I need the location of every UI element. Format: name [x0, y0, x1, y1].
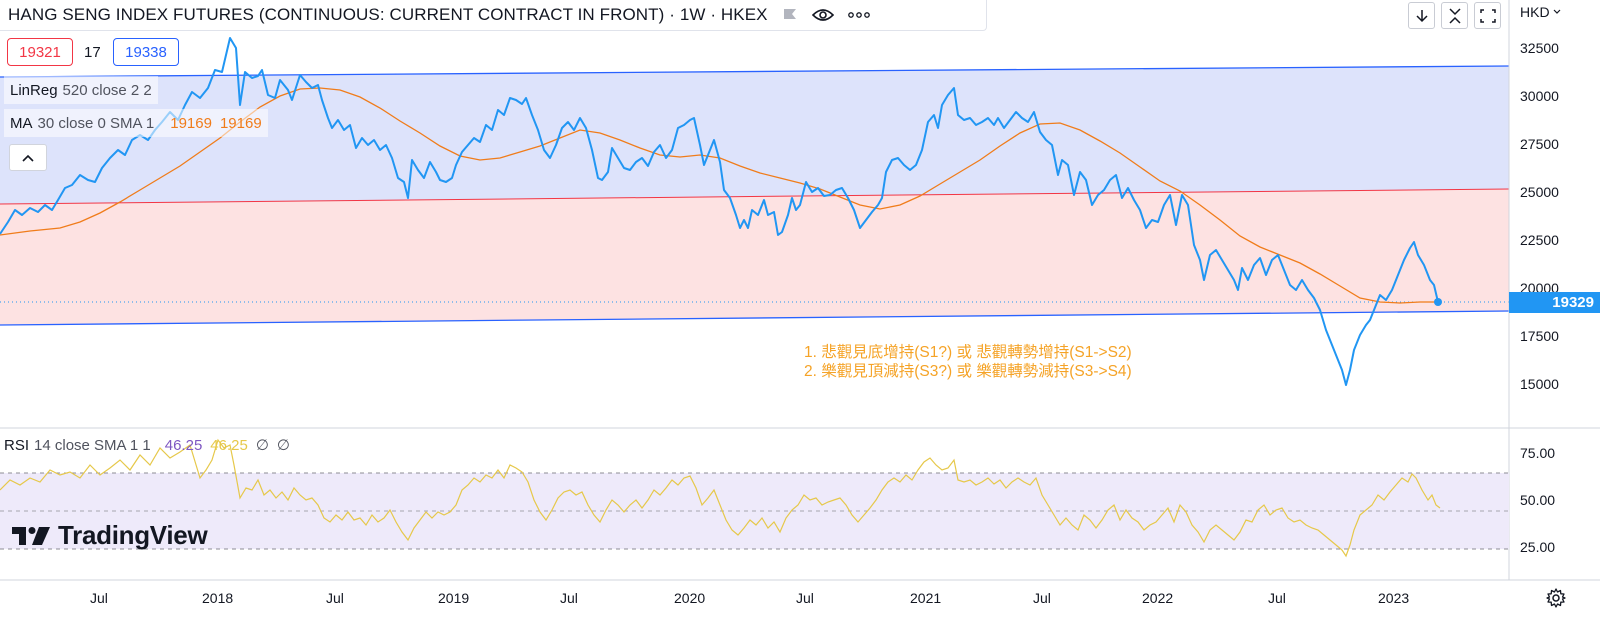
price-tick-label: 22500 — [1520, 232, 1559, 248]
time-tick-label: Jul — [796, 590, 814, 606]
symbol-title[interactable]: HANG SENG INDEX FUTURES (CONTINUOUS: CUR… — [8, 5, 768, 24]
rsi-value-1: 46.25 — [164, 436, 203, 454]
rsi-value-4: ∅ — [276, 437, 290, 454]
price-tick-label: 27500 — [1520, 136, 1559, 152]
time-tick-label: Jul — [326, 590, 344, 606]
rsi-tick-label: 75.00 — [1520, 445, 1556, 461]
chevron-up-icon — [22, 154, 34, 162]
ma-legend[interactable]: MA 30 close 0 SMA 1 19169 19169 — [4, 109, 268, 137]
collapse-legend-button[interactable] — [9, 144, 47, 171]
last-price-tag: 19329 — [1509, 292, 1600, 313]
tradingview-logo-icon — [12, 526, 50, 545]
time-tick-label: Jul — [1268, 590, 1286, 606]
time-tick-label: Jul — [560, 590, 578, 606]
price-line — [0, 37, 1439, 386]
rsi-tick-label: 50.00 — [1520, 492, 1556, 508]
time-tick-label: 2023 — [1378, 590, 1410, 606]
ma-name: MA — [10, 114, 33, 132]
time-tick-label: Jul — [1033, 590, 1051, 606]
currency-label: HKD — [1520, 4, 1550, 20]
annotation-line-1: 1. 悲觀見底增持(S1?) 或 悲觀轉勢增持(S1->S2) — [804, 344, 1132, 361]
download-icon[interactable] — [1408, 2, 1435, 29]
time-tick-label: 2019 — [438, 590, 470, 606]
ask-price-button[interactable]: 19338 — [113, 38, 179, 66]
annotation-line-2: 2. 樂觀見頂減持(S3?) 或 樂觀轉勢減持(S3->S4) — [804, 363, 1132, 380]
lower-channel-fill — [0, 189, 1509, 325]
rsi-tick-label: 25.00 — [1520, 539, 1556, 555]
time-tick-label: 2018 — [202, 590, 234, 606]
regression-mid-line — [0, 188, 1510, 205]
eye-icon[interactable] — [811, 7, 834, 23]
linreg-name: LinReg — [10, 81, 58, 99]
price-tick-label: 32500 — [1520, 40, 1559, 56]
time-tick-label: Jul — [90, 590, 108, 606]
gear-icon[interactable] — [1544, 586, 1568, 610]
tradingview-logo-text: TradingView — [58, 520, 208, 550]
ma-params: 30 close 0 SMA 1 — [37, 114, 155, 132]
linreg-params: 520 close 2 2 — [62, 81, 152, 99]
linreg-legend[interactable]: LinReg 520 close 2 2 — [4, 76, 158, 104]
fullscreen-icon[interactable] — [1474, 2, 1501, 29]
flag-icon[interactable] — [782, 7, 798, 23]
time-tick-label: 2022 — [1142, 590, 1174, 606]
upper-channel-fill — [0, 66, 1509, 204]
symbol-title-bar[interactable]: HANG SENG INDEX FUTURES (CONTINUOUS: CUR… — [0, 0, 987, 31]
more-icon[interactable] — [847, 11, 870, 19]
price-tick-label: 30000 — [1520, 88, 1559, 104]
currency-selector[interactable]: HKD — [1520, 4, 1561, 20]
upper-band-line — [0, 65, 1510, 78]
rsi-line — [0, 438, 1441, 558]
strategy-annotation: 1. 悲觀見底增持(S1?) 或 悲觀轉勢增持(S1->S2) 2. 樂觀見頂減… — [804, 343, 1132, 381]
bid-price-button[interactable]: 19321 — [7, 38, 73, 66]
rsi-value-2: 46.25 — [210, 436, 248, 454]
collapse-icon[interactable] — [1441, 2, 1468, 29]
ma-value-2: 19169 — [219, 114, 262, 132]
time-tick-label: 2021 — [910, 590, 942, 606]
rsi-name: RSI — [4, 436, 30, 454]
price-tick-label: 25000 — [1520, 184, 1559, 200]
last-price-dot — [1434, 298, 1442, 306]
rsi-params: 14 close SMA 1 1 — [34, 436, 151, 454]
chevron-down-icon — [1553, 9, 1560, 14]
tradingview-logo[interactable]: TradingView — [12, 520, 208, 551]
rsi-legend[interactable]: RSI 14 close SMA 1 1 46.25 46.25 ∅ ∅ — [4, 436, 290, 455]
time-tick-label: 2020 — [674, 590, 706, 606]
rsi-value-3: ∅ — [255, 437, 269, 454]
price-tick-label: 15000 — [1520, 376, 1559, 392]
lower-band-line — [0, 310, 1510, 326]
spread-value: 17 — [84, 44, 101, 61]
price-tick-label: 17500 — [1520, 328, 1559, 344]
ma-value-1: 19169 — [170, 114, 212, 132]
